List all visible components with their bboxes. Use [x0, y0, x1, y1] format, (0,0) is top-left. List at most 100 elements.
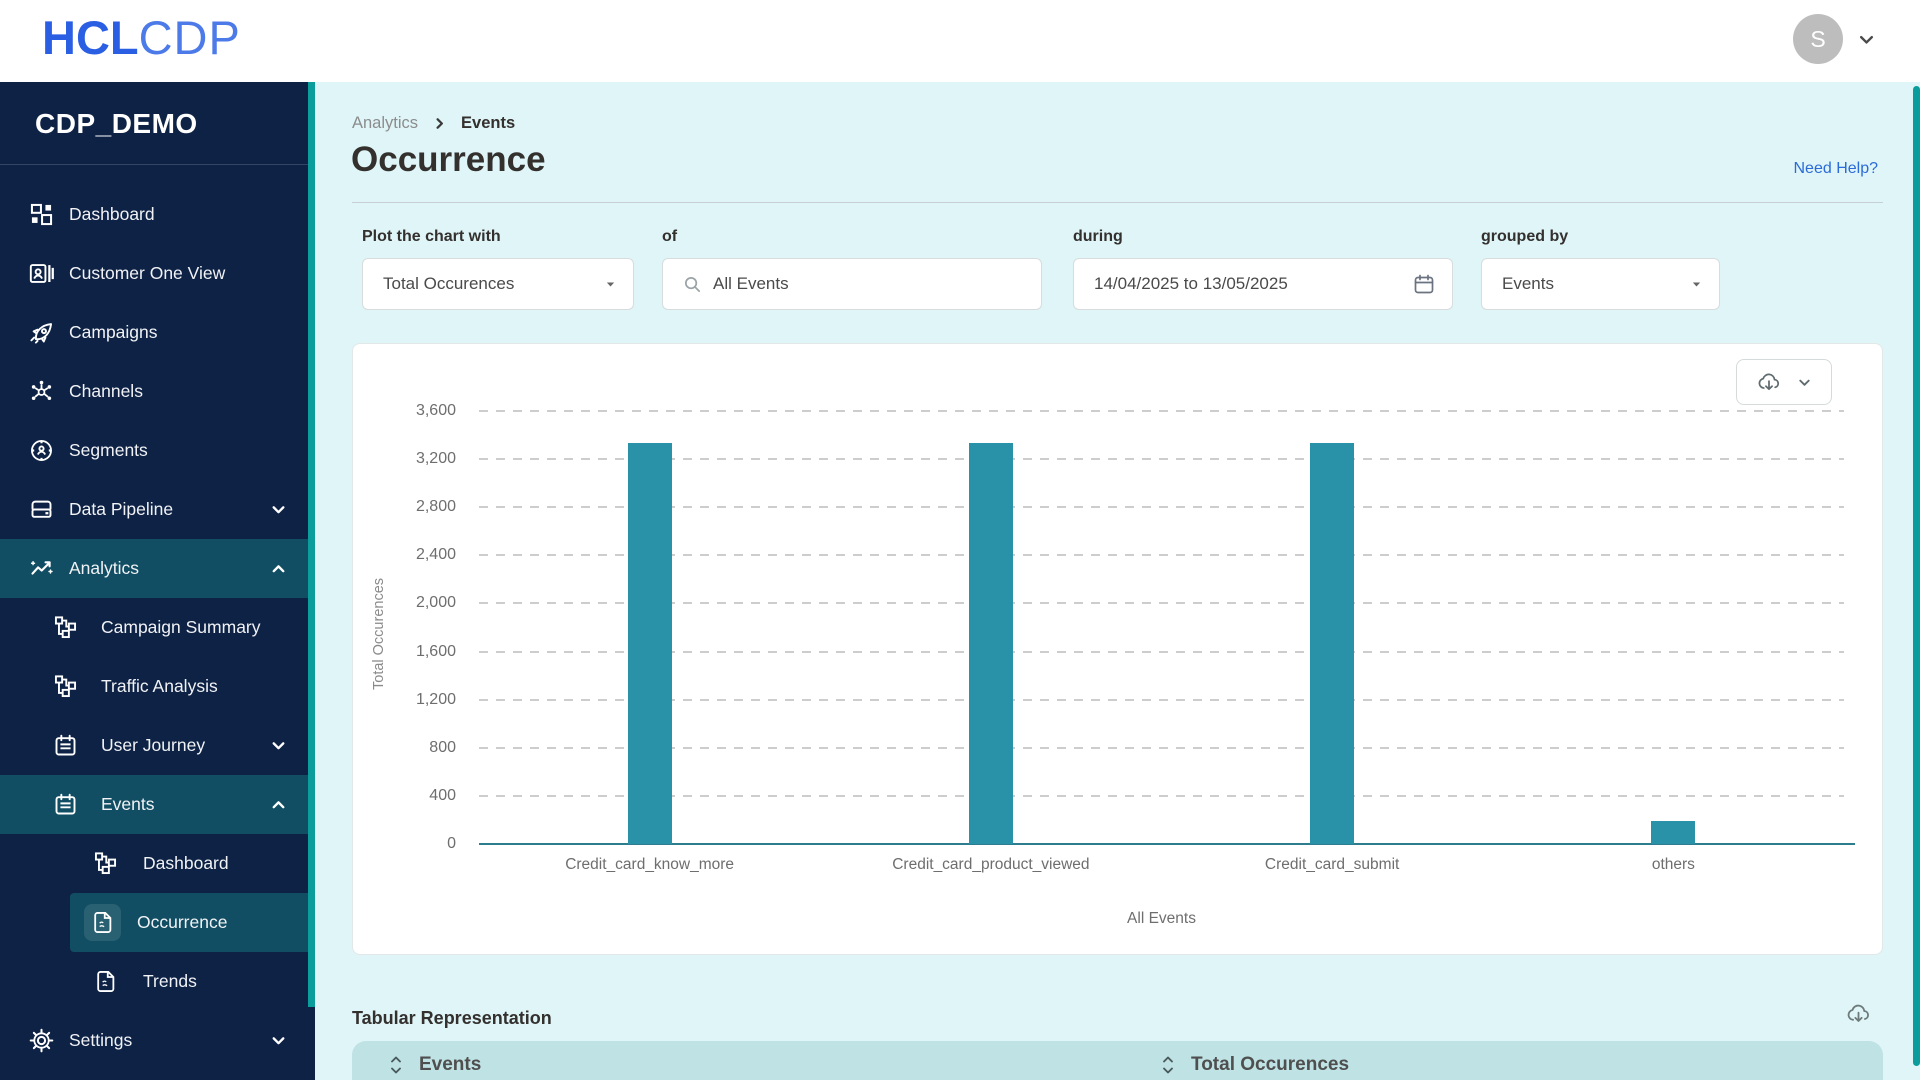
sidebar-item-label: Dashboard — [69, 204, 155, 224]
sidebar: CDP_DEMO Dashboard Customer One View Campa… — [0, 82, 315, 1080]
column-header-total-occurences[interactable]: Total Occurences — [1160, 1053, 1349, 1077]
filter-of-label: of — [662, 228, 678, 245]
table-header: Events Total Occurences — [352, 1041, 1883, 1080]
sidebar-item-label: Customer One View — [69, 263, 226, 283]
sort-icon — [388, 1053, 404, 1077]
sidebar-item-label: Segments — [69, 440, 148, 460]
y-tick-label: 1,600 — [415, 642, 456, 660]
sidebar-item-label: Trends — [143, 971, 197, 991]
need-help-link[interactable]: Need Help? — [1793, 160, 1879, 177]
filter-during-label: during — [1073, 228, 1123, 245]
x-axis-title: All Events — [1127, 910, 1196, 927]
sort-icon — [1160, 1053, 1176, 1077]
page-title: Occurrence — [351, 140, 546, 179]
sidebar-item-occurrence[interactable]: Occurrence — [70, 893, 315, 952]
cloud-download-icon — [1756, 369, 1782, 395]
user-menu[interactable]: S — [1793, 14, 1876, 64]
sidebar-item-analytics[interactable]: Analytics — [0, 539, 315, 598]
sidebar-item-events[interactable]: Events — [0, 775, 315, 834]
page-scrollbar[interactable] — [1913, 86, 1920, 1066]
sidebar-item-traffic-analysis[interactable]: Traffic Analysis — [0, 657, 315, 716]
sidebar-item-label: Settings — [69, 1030, 133, 1050]
rocket-icon — [28, 319, 55, 346]
sidebar-item-customer-one-view[interactable]: Customer One View — [0, 244, 315, 303]
sidebar-item-trends[interactable]: Trends — [0, 952, 315, 1011]
sidebar-item-user-journey[interactable]: User Journey — [0, 716, 315, 775]
date-range-input[interactable]: 14/04/2025 to 13/05/2025 — [1073, 258, 1453, 310]
main-content: Analytics Events Occurrence Need Help? P… — [315, 82, 1920, 1080]
breadcrumb-events[interactable]: Events — [461, 114, 516, 132]
gridline — [479, 698, 1844, 701]
calendar-icon — [1412, 272, 1436, 296]
tabular-representation-title: Tabular Representation — [352, 1008, 552, 1028]
y-tick-label: 1,200 — [415, 690, 456, 708]
sidebar-item-data-pipeline[interactable]: Data Pipeline — [0, 480, 315, 539]
chart-bar[interactable] — [627, 443, 672, 844]
sidebar-item-channels[interactable]: Channels — [0, 362, 315, 421]
x-category-label: Credit_card_product_viewed — [892, 856, 1090, 873]
segments-icon — [28, 437, 55, 464]
filter-during: during 14/04/2025 to 13/05/2025 — [1073, 228, 1453, 310]
plot-metric-value: Total Occurences — [383, 274, 515, 293]
sidebar-item-settings[interactable]: Settings — [0, 1011, 315, 1070]
filter-plot: Plot the chart with Total Occurences — [362, 228, 634, 310]
breadcrumb: Analytics Events — [352, 114, 515, 133]
breadcrumb-analytics[interactable]: Analytics — [352, 114, 419, 132]
chevron-right-icon — [432, 116, 447, 131]
filter-grouped: grouped by Events — [1481, 228, 1720, 310]
sidebar-item-segments[interactable]: Segments — [0, 421, 315, 480]
chart-bar[interactable] — [968, 443, 1013, 844]
sidebar-item-label: Events — [101, 794, 155, 814]
sidebar-item-label: User Journey — [101, 735, 206, 755]
chart-export-button[interactable] — [1736, 359, 1832, 405]
chart-bar[interactable] — [1310, 443, 1355, 844]
dashboard-icon — [28, 201, 55, 228]
sitemap-icon — [92, 850, 119, 877]
chevron-down-icon — [270, 1032, 287, 1049]
gridline — [479, 794, 1844, 797]
gridline — [479, 602, 1844, 605]
sidebar-item-label: Campaigns — [69, 322, 158, 342]
filter-plot-label: Plot the chart with — [362, 228, 501, 245]
table-download-icon[interactable] — [1845, 1000, 1872, 1027]
sidebar-item-label: Channels — [69, 381, 143, 401]
sidebar-item-label: Campaign Summary — [101, 617, 261, 637]
filter-of: of — [662, 228, 1042, 310]
sidebar-scrollbar[interactable] — [308, 82, 315, 1007]
grouped-by-select[interactable]: Events — [1481, 258, 1720, 310]
events-search-box[interactable] — [662, 258, 1042, 310]
search-icon — [683, 275, 702, 294]
chart-bar[interactable] — [1651, 821, 1696, 844]
customer-card-icon — [28, 260, 55, 287]
gridline — [479, 410, 1844, 412]
chevron-down-icon — [270, 501, 287, 518]
hcl-cdp-logo[interactable]: HCLCDP — [42, 10, 241, 65]
sidebar-item-campaigns[interactable]: Campaigns — [0, 303, 315, 362]
column-header-label: Total Occurences — [1191, 1054, 1350, 1075]
chevron-up-icon — [270, 796, 287, 813]
y-tick-label: 400 — [429, 786, 456, 804]
column-header-events[interactable]: Events — [388, 1053, 481, 1077]
calendar-icon — [52, 791, 79, 818]
chevron-up-icon — [270, 560, 287, 577]
x-category-label: Credit_card_know_more — [565, 856, 735, 873]
filter-grouped-label: grouped by — [1481, 228, 1569, 245]
sitemap-icon — [52, 673, 79, 700]
network-icon — [28, 378, 55, 405]
date-range-value: 14/04/2025 to 13/05/2025 — [1094, 274, 1288, 293]
sidebar-item-dashboard[interactable]: Dashboard — [0, 185, 315, 244]
data-drive-icon — [28, 496, 55, 523]
plot-metric-select[interactable]: Total Occurences — [362, 258, 634, 310]
chevron-down-icon — [270, 737, 287, 754]
logo-hcl: HCL — [42, 11, 139, 64]
y-tick-label: 2,800 — [415, 498, 456, 516]
analytics-icon — [28, 555, 55, 582]
sidebar-item-dashboard-11[interactable]: Dashboard — [0, 834, 315, 893]
sidebar-item-campaign-summary[interactable]: Campaign Summary — [0, 598, 315, 657]
y-tick-label: 3,200 — [415, 450, 456, 468]
chart-card: Total Occurences All Events 0 400 800 1,200… — [352, 343, 1883, 955]
logo-cdp: CDP — [138, 11, 241, 64]
events-search-input[interactable] — [713, 274, 1025, 294]
y-tick-label: 3,600 — [415, 402, 456, 419]
grouped-by-value: Events — [1502, 274, 1554, 293]
